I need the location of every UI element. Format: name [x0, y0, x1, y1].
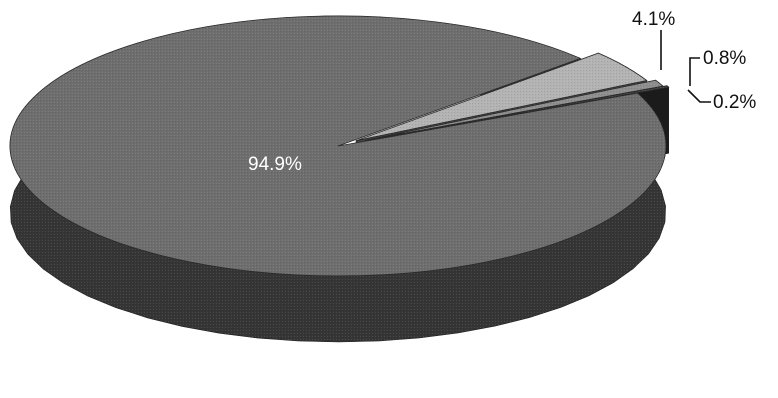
- leader-lines: [660, 30, 711, 103]
- pie-slice-texture-0: [9, 15, 666, 276]
- pie-slice-texture-1: [356, 53, 647, 141]
- data-label-slice-1: 4.1%: [632, 9, 675, 30]
- data-labels: 94.9% 4.1% 0.8% 0.2%: [248, 9, 756, 175]
- pie-tops: [9, 15, 670, 277]
- data-label-slice-3: 0.2%: [713, 92, 756, 113]
- leader-line-slice-2: [689, 57, 700, 86]
- pie-slice-texture-3: [369, 85, 669, 141]
- pie-slice-texture-2: [364, 80, 663, 141]
- data-label-slice-0: 94.9%: [248, 154, 302, 175]
- leader-line-slice-3: [687, 89, 711, 103]
- data-label-slice-2: 0.8%: [703, 48, 746, 69]
